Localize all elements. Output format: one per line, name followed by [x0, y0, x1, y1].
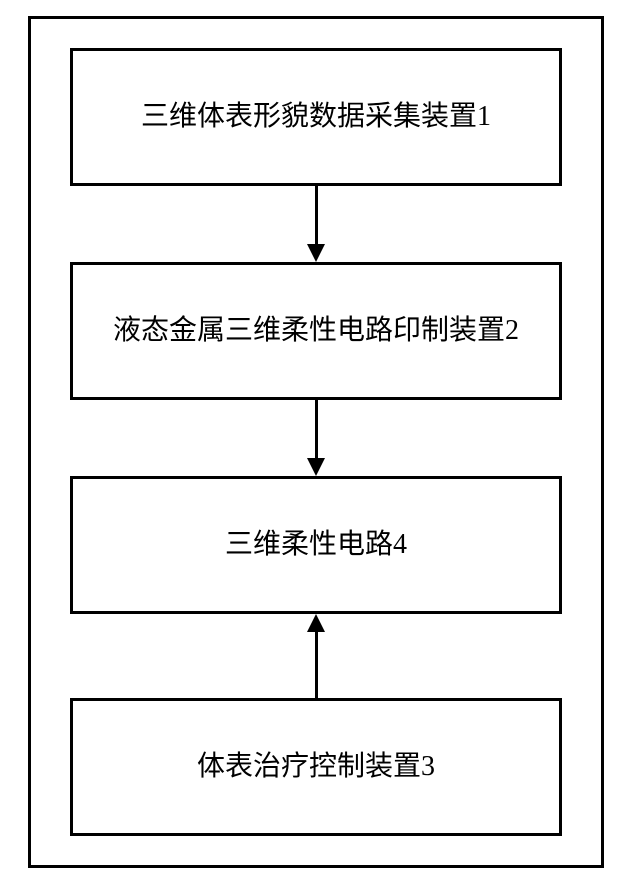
arrow-1-line	[315, 186, 318, 244]
flowchart-node-1: 三维体表形貌数据采集装置1	[70, 48, 562, 186]
flowchart-node-3: 三维柔性电路4	[70, 476, 562, 614]
arrow-1-head	[307, 244, 325, 262]
flowchart-node-4-label: 体表治疗控制装置3	[187, 747, 445, 786]
arrow-2-line	[315, 400, 318, 458]
flowchart-node-2-label: 液态金属三维柔性电路印制装置2	[103, 311, 529, 350]
arrow-3-head	[307, 614, 325, 632]
flowchart-node-3-label: 三维柔性电路4	[215, 525, 417, 564]
arrow-3-line	[315, 632, 318, 698]
flowchart-node-2: 液态金属三维柔性电路印制装置2	[70, 262, 562, 400]
flowchart-node-1-label: 三维体表形貌数据采集装置1	[131, 97, 501, 136]
flowchart-node-4: 体表治疗控制装置3	[70, 698, 562, 836]
arrow-2-head	[307, 458, 325, 476]
